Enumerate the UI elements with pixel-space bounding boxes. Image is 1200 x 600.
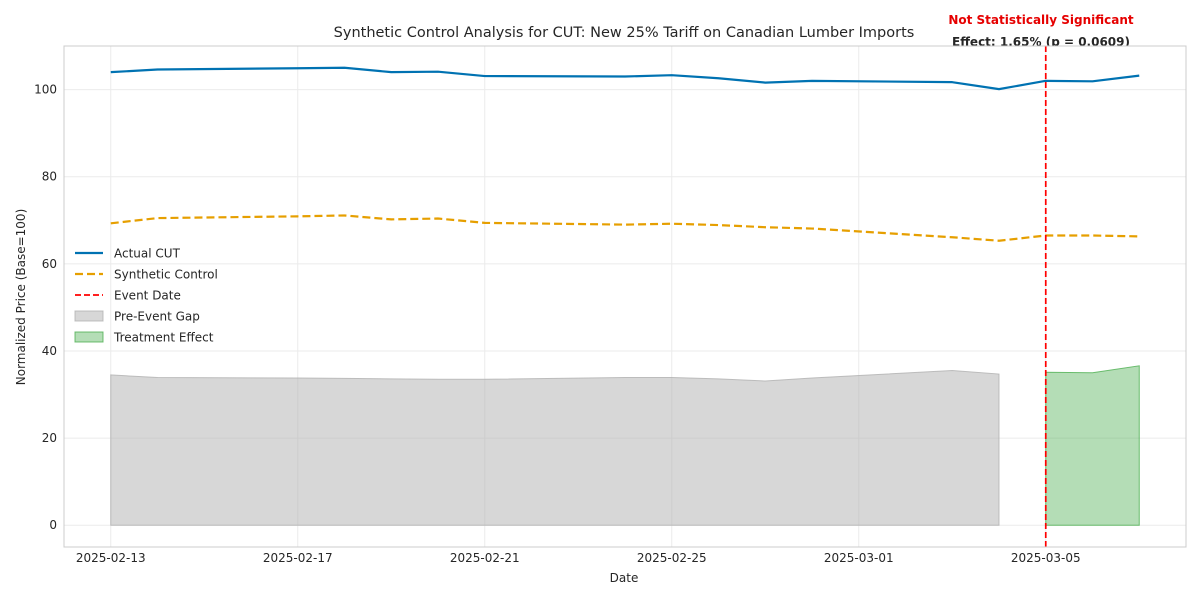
x-axis-ticks: 2025-02-13 2025-02-17 2025-02-21 2025-02-25… xyxy=(76,551,1081,565)
y-tick-label: 20 xyxy=(42,431,57,445)
legend-swatch xyxy=(74,310,104,322)
legend: Actual CUT Synthetic Control Event Date Pre… xyxy=(74,247,218,345)
y-tick-label: 0 xyxy=(49,518,57,532)
y-axis-ticks: 0 20 40 60 80 100 xyxy=(34,83,57,533)
y-tick-label: 60 xyxy=(42,257,57,271)
chart-title: Synthetic Control Analysis for CUT: New … xyxy=(334,25,915,41)
legend-label: Synthetic Control xyxy=(114,268,218,282)
legend-item-event-date: Event Date xyxy=(75,289,181,303)
legend-item-actual-cut: Actual CUT xyxy=(75,247,181,261)
significance-annotation: Not Statistically Significant xyxy=(948,13,1134,27)
series-line-synthetic-control xyxy=(110,214,1140,242)
x-tick-label: 2025-03-01 xyxy=(824,551,894,565)
legend-item-pre-event-gap: Pre-Event Gap xyxy=(74,310,200,324)
legend-swatch xyxy=(74,331,104,343)
legend-label: Treatment Effect xyxy=(113,331,214,345)
fill-areas xyxy=(110,365,1140,526)
legend-label: Event Date xyxy=(114,289,181,303)
x-tick-label: 2025-02-21 xyxy=(450,551,520,565)
y-tick-label: 80 xyxy=(42,170,57,184)
series-lines xyxy=(110,66,1140,242)
pre-event-gap-area xyxy=(110,370,1000,526)
treatment-effect-area xyxy=(1045,365,1140,526)
plot-frame xyxy=(63,45,1187,548)
x-axis-label: Date xyxy=(610,571,639,585)
y-tick-label: 40 xyxy=(42,344,57,358)
series-line-actual-cut xyxy=(110,66,1140,91)
x-tick-label: 2025-02-13 xyxy=(76,551,146,565)
legend-label: Actual CUT xyxy=(114,247,181,261)
legend-item-synthetic-control: Synthetic Control xyxy=(75,268,218,282)
y-axis-label: Normalized Price (Base=100) xyxy=(14,209,28,386)
x-tick-label: 2025-03-05 xyxy=(1011,551,1081,565)
y-tick-label: 100 xyxy=(34,83,57,97)
legend-item-treatment-effect: Treatment Effect xyxy=(74,331,214,345)
legend-label: Pre-Event Gap xyxy=(114,310,200,324)
x-tick-label: 2025-02-17 xyxy=(263,551,333,565)
x-tick-label: 2025-02-25 xyxy=(637,551,707,565)
